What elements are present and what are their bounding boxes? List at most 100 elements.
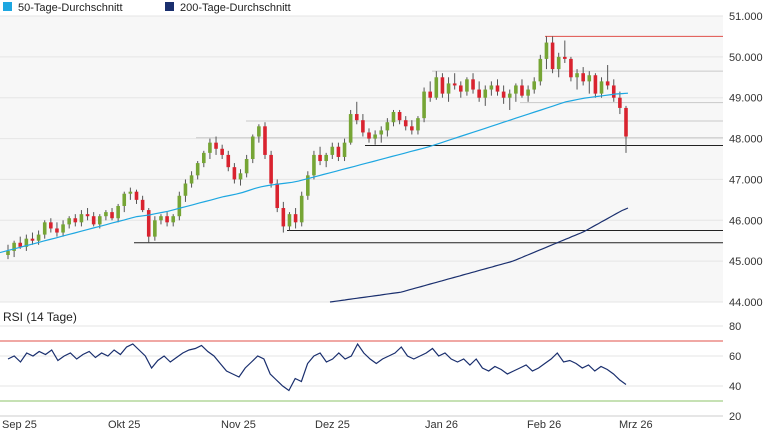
date-tick-label: Jan 26 bbox=[425, 419, 458, 430]
candle-down bbox=[18, 242, 23, 247]
candle-down bbox=[618, 97, 622, 108]
candle-down bbox=[458, 85, 463, 92]
price-tick-label: 44.000 bbox=[729, 297, 763, 309]
candle-up bbox=[306, 175, 310, 196]
candle-down bbox=[214, 142, 218, 149]
candle-up bbox=[544, 42, 549, 59]
candle-up bbox=[507, 93, 512, 98]
candle-up bbox=[6, 250, 10, 256]
candle-up bbox=[183, 183, 188, 196]
candle-down bbox=[55, 228, 59, 233]
candle-down bbox=[91, 216, 96, 225]
rsi-tick-label: 40 bbox=[729, 381, 741, 393]
candle-up bbox=[483, 89, 488, 98]
moving-averages bbox=[0, 92, 629, 303]
candle-down bbox=[263, 126, 267, 155]
candle-down bbox=[275, 183, 280, 209]
date-tick-label: Sep 25 bbox=[2, 419, 37, 430]
candle-up bbox=[244, 159, 249, 174]
rsi-line-group bbox=[7, 342, 627, 392]
candle-down bbox=[605, 81, 610, 86]
candle-up bbox=[250, 136, 255, 159]
candle-up bbox=[373, 134, 377, 139]
candle-up bbox=[202, 152, 206, 164]
candle-up bbox=[312, 154, 316, 176]
candle-up bbox=[171, 216, 176, 223]
price-tick-label: 51.000 bbox=[729, 11, 763, 23]
candle-down bbox=[165, 216, 169, 223]
candle-up bbox=[42, 222, 47, 235]
candle-up bbox=[97, 216, 102, 225]
candle-down bbox=[73, 218, 78, 223]
candle-down bbox=[367, 132, 371, 139]
candle-up bbox=[177, 195, 182, 217]
legend-label-ma50: 50-Tage-Durchschnitt bbox=[18, 2, 123, 14]
candlesticks bbox=[6, 36, 628, 260]
price-tick-label: 48.000 bbox=[729, 134, 763, 146]
candle-down bbox=[563, 56, 567, 59]
candle-up bbox=[514, 85, 518, 94]
rsi-bands bbox=[0, 340, 723, 402]
candle-down bbox=[318, 154, 322, 162]
candle-up bbox=[159, 216, 163, 221]
rsi-tick-label: 20 bbox=[729, 411, 741, 423]
candle-up bbox=[36, 234, 41, 241]
candle-down bbox=[428, 91, 432, 98]
candle-up bbox=[342, 142, 347, 157]
candle-down bbox=[403, 120, 408, 127]
candle-up bbox=[79, 214, 84, 223]
candle-up bbox=[12, 242, 16, 251]
candle-up bbox=[434, 77, 439, 98]
candle-up bbox=[348, 114, 353, 143]
rsi-tick-label: 80 bbox=[729, 321, 741, 333]
candle-up bbox=[128, 191, 133, 194]
candle-up bbox=[330, 146, 335, 155]
candle-down bbox=[361, 120, 365, 133]
price-tick-label: 45.000 bbox=[729, 256, 763, 268]
date-tick-label: Dez 25 bbox=[315, 419, 350, 430]
candle-down bbox=[140, 199, 145, 211]
candle-up bbox=[465, 79, 469, 92]
rsi-plot-area bbox=[0, 326, 723, 416]
date-tick-label: Nov 25 bbox=[221, 419, 256, 430]
candle-down bbox=[495, 85, 500, 92]
candle-down bbox=[624, 107, 628, 137]
candle-up bbox=[587, 75, 592, 82]
candle-up bbox=[416, 118, 420, 131]
ma50-line bbox=[0, 92, 629, 254]
candle-down bbox=[471, 79, 475, 90]
price-tick-label: 49.000 bbox=[729, 93, 763, 105]
price-tick-label: 47.000 bbox=[729, 174, 763, 186]
candle-up bbox=[489, 85, 494, 90]
legend-label-ma200: 200-Tage-Durchschnitt bbox=[180, 2, 291, 14]
candle-down bbox=[281, 208, 286, 227]
candle-down bbox=[232, 167, 237, 180]
price-axis: 44.000 45.000 46.000 47.000 48.000 49.000 50.0… bbox=[729, 11, 763, 309]
candle-up bbox=[526, 89, 530, 96]
rsi-line bbox=[7, 342, 627, 392]
date-tick-label: Feb 26 bbox=[527, 419, 561, 430]
candle-up bbox=[422, 91, 426, 119]
candle-down bbox=[269, 154, 273, 184]
price-tick-label: 50.000 bbox=[729, 52, 763, 64]
candle-up bbox=[122, 193, 127, 206]
candle-down bbox=[134, 191, 139, 200]
candle-down bbox=[501, 91, 506, 98]
candle-down bbox=[49, 222, 53, 229]
candle-down bbox=[226, 154, 231, 168]
candle-down bbox=[85, 214, 90, 217]
candle-up bbox=[257, 126, 261, 137]
candle-down bbox=[146, 210, 151, 237]
candle-up bbox=[446, 83, 451, 94]
main-plot-area bbox=[0, 16, 723, 302]
candle-down bbox=[593, 75, 598, 94]
candle-up bbox=[538, 58, 543, 82]
candle-up bbox=[24, 238, 29, 247]
rsi-tick-label: 60 bbox=[729, 351, 741, 363]
candle-up bbox=[104, 212, 108, 217]
candle-up bbox=[61, 224, 65, 233]
candle-up bbox=[532, 81, 537, 90]
candle-down bbox=[410, 126, 414, 131]
candle-down bbox=[110, 212, 114, 219]
candle-up bbox=[208, 142, 212, 153]
